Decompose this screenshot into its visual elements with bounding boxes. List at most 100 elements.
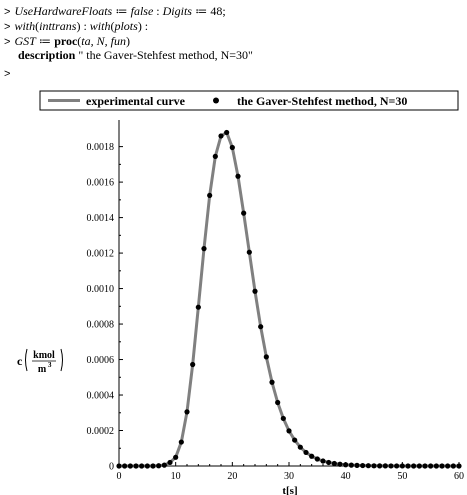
description-keyword: description — [18, 48, 76, 62]
code-token: ≔ 48; — [191, 4, 226, 18]
gaver-stehfest-point — [286, 428, 292, 434]
input-line-settings[interactable]: > UseHardwareFloats ≔ false : Digits ≔ 48… — [4, 4, 226, 19]
gaver-stehfest-point — [371, 463, 377, 469]
gaver-stehfest-point — [144, 463, 150, 469]
gaver-stehfest-point — [399, 463, 405, 469]
gaver-stehfest-point — [269, 379, 275, 385]
description-text: " the Gaver-Stehfest method, N=30" — [75, 48, 253, 62]
code-token: ) — [125, 34, 130, 48]
gaver-stehfest-point — [207, 192, 213, 199]
y-axis-label: c kmol m 3 — [17, 348, 63, 375]
gaver-stehfest-point — [309, 453, 315, 459]
y-tick-label: 0.0004 — [87, 391, 115, 402]
gaver-stehfest-point — [450, 463, 456, 469]
gaver-stehfest-point — [173, 454, 179, 460]
gaver-stehfest-point — [377, 463, 383, 469]
x-axis-label: t[s] — [282, 485, 297, 495]
gaver-stehfest-point — [416, 463, 422, 469]
experimental-curve — [119, 130, 459, 468]
proc-description-line[interactable]: description " the Gaver-Stehfest method,… — [18, 48, 253, 62]
gaver-stehfest-point — [127, 463, 133, 469]
gaver-stehfest-point — [275, 399, 281, 406]
gaver-stehfest-point — [439, 463, 445, 469]
gaver-stehfest-point — [292, 437, 298, 443]
gaver-stehfest-point — [343, 462, 349, 468]
input-line-gst-proc[interactable]: > GST ≔ proc(ta, N, fun) — [4, 34, 130, 49]
code-token: ( — [35, 19, 40, 33]
gaver-stehfest-point — [337, 461, 343, 467]
x-tick-label: 10 — [171, 471, 181, 482]
gaver-stehfest-point — [161, 462, 167, 468]
y-tick-label: 0.0008 — [87, 320, 115, 331]
code-token: ≔ — [112, 4, 131, 18]
gaver-stehfest-point — [235, 173, 241, 179]
gaver-stehfest-points — [116, 129, 462, 469]
y-label-left-bracket — [25, 348, 28, 372]
x-tick-label: 40 — [341, 471, 351, 482]
x-tick-label: 0 — [117, 471, 122, 482]
gaver-stehfest-point — [433, 463, 439, 469]
gaver-stehfest-point — [405, 463, 411, 469]
gaver-stehfest-point — [133, 463, 139, 469]
y-tick-label: 0.0014 — [87, 213, 115, 224]
gaver-stehfest-point — [365, 463, 371, 469]
gaver-stehfest-point — [348, 462, 354, 468]
code-token: UseHardwareFloats — [14, 4, 113, 18]
y-tick-label: 0.0018 — [87, 142, 115, 153]
code-token: ≔ — [35, 34, 55, 48]
x-tick-label: 30 — [284, 471, 294, 482]
gaver-stehfest-point — [280, 415, 286, 422]
gaver-stehfest-point — [218, 133, 224, 139]
plot-output[interactable]: experimental curve the Gaver-Stehfest me… — [0, 90, 467, 495]
y-label-denominator: m — [38, 364, 47, 375]
input-line-with-packages[interactable]: > with(inttrans) : with(plots) : — [4, 19, 148, 34]
gaver-stehfest-point — [224, 129, 230, 136]
gaver-stehfest-point — [382, 463, 388, 469]
y-tick-label: 0.0010 — [87, 284, 115, 295]
gaver-stehfest-point — [456, 463, 462, 469]
y-tick-label: 0.0016 — [87, 178, 115, 189]
prompt-symbol: > — [4, 36, 11, 48]
code-token: ( — [110, 19, 115, 33]
y-label-symbol: c — [17, 354, 23, 368]
y-tick-label: 0.0006 — [87, 355, 115, 366]
code-token: with — [14, 19, 36, 33]
gaver-stehfest-point — [303, 449, 309, 456]
axes: 0 0.0002 0.0004 0.0006 0.0008 0.0010 0.0012 0.0… — [87, 120, 464, 482]
gaver-stehfest-point — [258, 324, 264, 330]
code-token: ( — [77, 34, 82, 48]
gaver-stehfest-point — [331, 460, 337, 467]
code-token: proc — [54, 34, 78, 48]
y-tick-label: 0.0002 — [87, 426, 115, 437]
gaver-stehfest-point — [320, 458, 326, 464]
legend-box — [39, 90, 459, 111]
code-token: false — [130, 4, 154, 18]
y-label-denominator-exponent: 3 — [48, 361, 52, 369]
gaver-stehfest-point — [354, 462, 360, 468]
gaver-stehfest-point — [212, 153, 218, 159]
gaver-stehfest-point — [422, 463, 428, 469]
legend: experimental curve the Gaver-Stehfest me… — [39, 90, 459, 111]
gaver-stehfest-point — [116, 463, 122, 469]
y-tick-label: 0.0012 — [87, 249, 115, 260]
code-token: ) : — [137, 19, 149, 33]
gaver-stehfest-point — [229, 144, 235, 151]
gaver-stehfest-point — [297, 444, 303, 450]
y-label-numerator: kmol — [33, 350, 55, 361]
gaver-stehfest-point — [246, 249, 252, 255]
code-token: ) : — [76, 19, 90, 33]
gaver-stehfest-point — [190, 361, 196, 368]
code-token: inttrans — [39, 19, 77, 33]
legend-entry-experimental: experimental curve — [86, 94, 186, 108]
gaver-stehfest-point — [388, 463, 394, 469]
empty-input-line[interactable]: > — [4, 66, 14, 81]
code-token: Digits — [162, 4, 192, 18]
gaver-stehfest-point — [201, 246, 207, 252]
code-token: with — [89, 19, 111, 33]
gaver-stehfest-point — [156, 463, 162, 469]
gaver-stehfest-point — [195, 304, 201, 310]
prompt-symbol: > — [4, 68, 11, 80]
gaver-stehfest-point — [150, 463, 156, 469]
gaver-stehfest-point — [184, 409, 190, 415]
y-label-right-bracket — [60, 348, 63, 372]
